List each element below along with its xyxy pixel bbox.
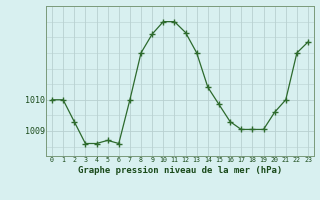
- X-axis label: Graphe pression niveau de la mer (hPa): Graphe pression niveau de la mer (hPa): [78, 166, 282, 175]
